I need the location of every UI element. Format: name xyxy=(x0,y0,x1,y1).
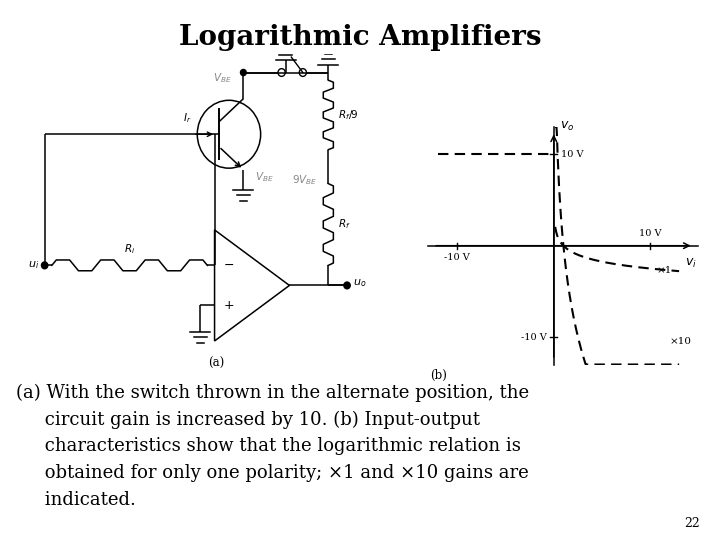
Text: characteristics show that the logarithmic relation is: characteristics show that the logarithmi… xyxy=(16,437,521,455)
Text: ×10: ×10 xyxy=(670,337,691,346)
Circle shape xyxy=(344,282,350,289)
Text: $I_r$: $I_r$ xyxy=(183,111,192,125)
Text: obtained for only one polarity; ×1 and ×10 gains are: obtained for only one polarity; ×1 and ×… xyxy=(16,464,528,482)
Text: −: − xyxy=(224,259,234,272)
Text: $V_{BE}$: $V_{BE}$ xyxy=(255,171,274,184)
Text: $u_o$: $u_o$ xyxy=(353,277,366,289)
Text: Logarithmic Amplifiers: Logarithmic Amplifiers xyxy=(179,24,541,51)
Text: (b): (b) xyxy=(431,369,447,382)
Text: $v_o$: $v_o$ xyxy=(559,120,574,133)
Text: 10 V: 10 V xyxy=(560,150,583,159)
Text: $R_f$: $R_f$ xyxy=(338,218,351,231)
Text: $9V_{BE}$: $9V_{BE}$ xyxy=(292,174,317,187)
Text: 10 V: 10 V xyxy=(639,230,662,238)
Text: indicated.: indicated. xyxy=(16,491,135,509)
Circle shape xyxy=(42,262,48,269)
Text: $R_f/9$: $R_f/9$ xyxy=(338,108,359,122)
Text: (a) With the switch thrown in the alternate position, the: (a) With the switch thrown in the altern… xyxy=(16,383,529,402)
Text: circuit gain is increased by 10. (b) Input-output: circuit gain is increased by 10. (b) Inp… xyxy=(16,410,480,429)
Circle shape xyxy=(240,70,246,76)
Text: $R_i$: $R_i$ xyxy=(124,242,135,256)
Text: $u_i$: $u_i$ xyxy=(27,260,39,271)
Text: -10 V: -10 V xyxy=(444,253,470,262)
Text: ×1: ×1 xyxy=(657,266,672,275)
Text: -10 V: -10 V xyxy=(521,333,547,342)
Text: +: + xyxy=(224,299,234,312)
Text: 22: 22 xyxy=(684,517,700,530)
Text: $V_{BE}$: $V_{BE}$ xyxy=(213,71,232,85)
Text: $v_i$: $v_i$ xyxy=(685,256,696,270)
Text: (a): (a) xyxy=(208,357,224,370)
